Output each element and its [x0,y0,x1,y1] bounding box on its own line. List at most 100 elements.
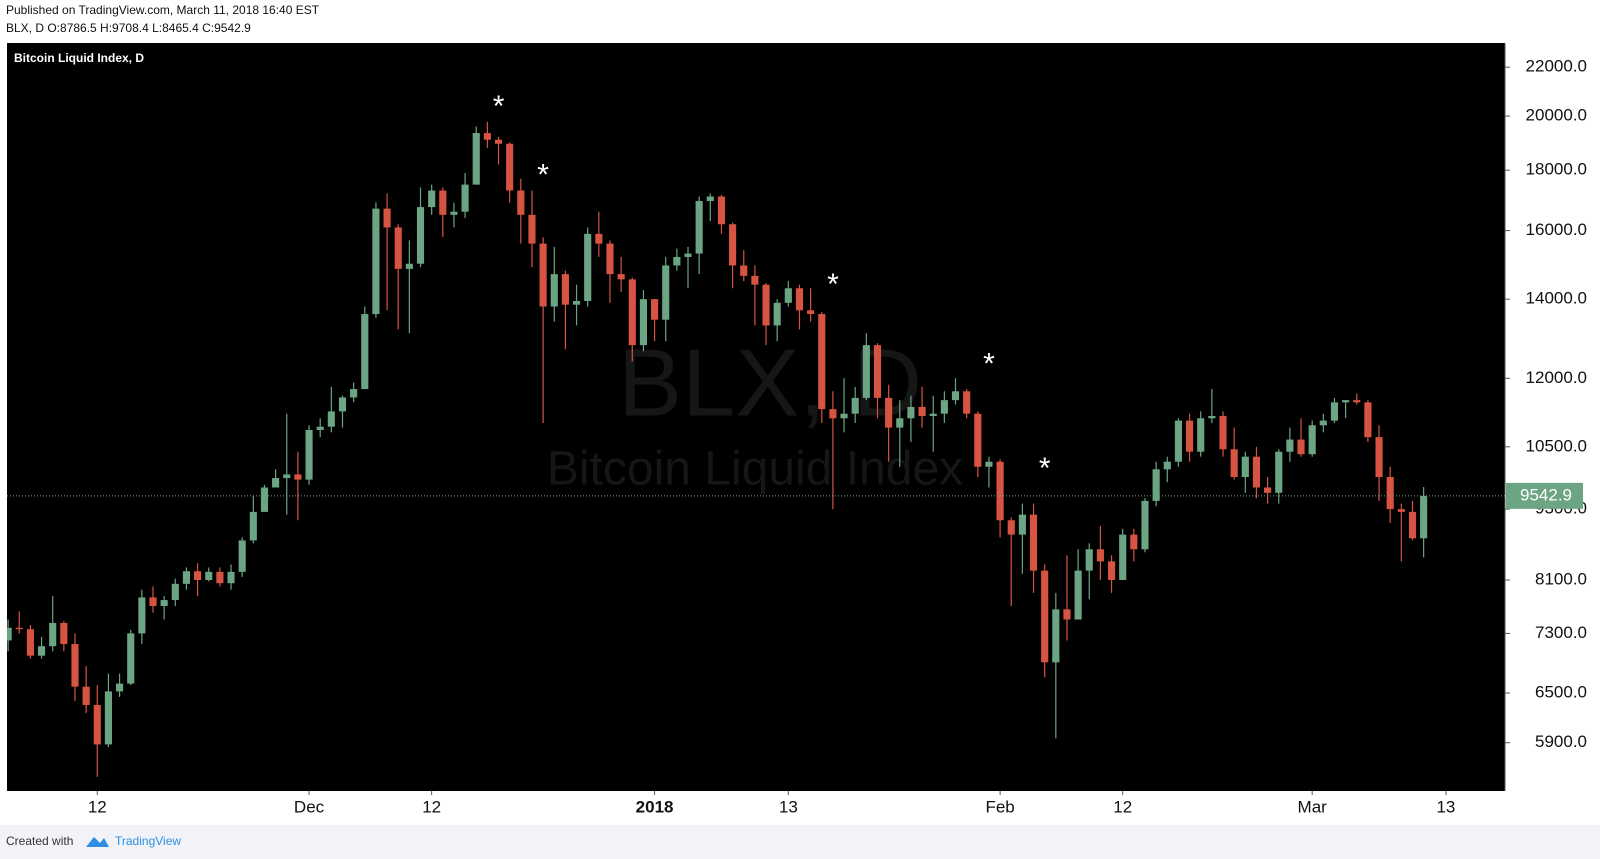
candle-body [1297,439,1305,455]
candle-body [729,224,737,266]
last-price-label: 9542.9 [1520,485,1572,504]
candle-body [851,397,859,414]
candle-body [1264,487,1272,493]
candle-body [1052,609,1060,663]
candle-body [807,310,815,315]
tradingview-logo [86,837,109,847]
candle-body [1342,400,1350,403]
candle-body [71,644,79,687]
candle-body [706,196,714,202]
candle-body [1096,549,1104,562]
footer-created: Created with [6,834,73,848]
annotation: * [493,90,505,123]
candle-body [1252,456,1261,488]
candle-body [216,571,224,584]
candle-body [1275,451,1283,493]
candle-body [15,627,23,630]
candle-body [539,243,547,307]
candle-body [439,190,447,215]
candle-body [963,391,971,414]
x-tick-label: Mar [1298,797,1328,816]
candle-body [985,461,993,467]
candle-body [584,233,592,301]
candle-body [205,571,213,581]
watermark-name: Bitcoin Liquid Index [547,443,963,496]
candle-body [1152,469,1160,501]
candle-body [1029,514,1038,571]
symbol-line: BLX, D O:8786.5 H:9708.4 L:8465.4 C:9542… [6,21,251,35]
candle-body [305,429,313,480]
candle-body [1408,511,1417,539]
candle-body [461,184,469,212]
candle-body [1085,549,1093,571]
footer-bar [0,825,1600,859]
candle-body [7,627,12,641]
candle-body [506,143,514,191]
candle-body [907,406,915,419]
candle-body [918,406,926,416]
footer-brand[interactable]: TradingView [115,834,181,848]
candle-body [829,409,837,419]
candle-body [116,683,124,692]
candle-body [483,133,491,140]
candle-body [572,300,581,305]
candle-body [149,597,157,607]
candle-body [1197,418,1205,452]
candle-body [1141,500,1149,550]
candle-body [751,275,759,285]
candle-body [316,426,324,430]
candle-body [784,288,792,303]
y-tick-label: 6500.0 [1535,682,1587,701]
candle-body [82,686,90,705]
candle-body [405,263,413,269]
y-tick-label: 7300.0 [1535,623,1587,642]
candle-body [1107,561,1116,581]
candle-body [1041,570,1049,663]
candle-body [606,243,614,275]
y-tick-label: 10500.0 [1526,436,1587,455]
candle-body [639,299,647,346]
candle-body [695,201,703,254]
candle-body [1186,420,1194,452]
y-tick-label: 18000.0 [1526,160,1587,179]
candle-body [1007,520,1015,535]
candle-body [795,288,804,311]
x-tick-label: 12 [1113,797,1132,816]
candle-body [1241,456,1249,478]
x-tick-label: Dec [294,797,325,816]
candle-body [104,691,112,745]
candle-body [818,314,826,410]
y-tick-label: 14000.0 [1526,289,1587,308]
candle-body [160,600,168,607]
candle-body [138,597,146,634]
candle-body [951,391,960,401]
annotation: * [537,159,549,192]
candle-body [327,411,335,427]
axes: 5900.06500.07300.08100.09300.010500.0120… [7,57,1587,816]
candle-body [372,208,380,315]
candle-body [182,571,191,584]
y-tick-label: 5900.0 [1535,732,1587,751]
candle-body [651,299,659,320]
plot-area [7,43,1505,791]
candle-body [840,413,848,419]
x-axis-panel [7,791,1505,821]
watermark-symbol: BLX, D [618,329,922,436]
y-tick-label: 16000.0 [1526,220,1587,239]
x-tick-label: Feb [985,797,1014,816]
candle-body [717,196,726,225]
candle-body [550,274,558,307]
x-tick-label: 13 [1436,797,1455,816]
candle-body [1286,439,1294,452]
candle-body [628,279,636,346]
candle-body [662,265,670,320]
candle-body [1074,570,1082,620]
candle-body [37,646,46,656]
candle-body [974,413,982,467]
candle-body [238,540,246,572]
candle-body [283,474,291,479]
candle-body [1208,415,1216,419]
candle-body [896,418,904,428]
